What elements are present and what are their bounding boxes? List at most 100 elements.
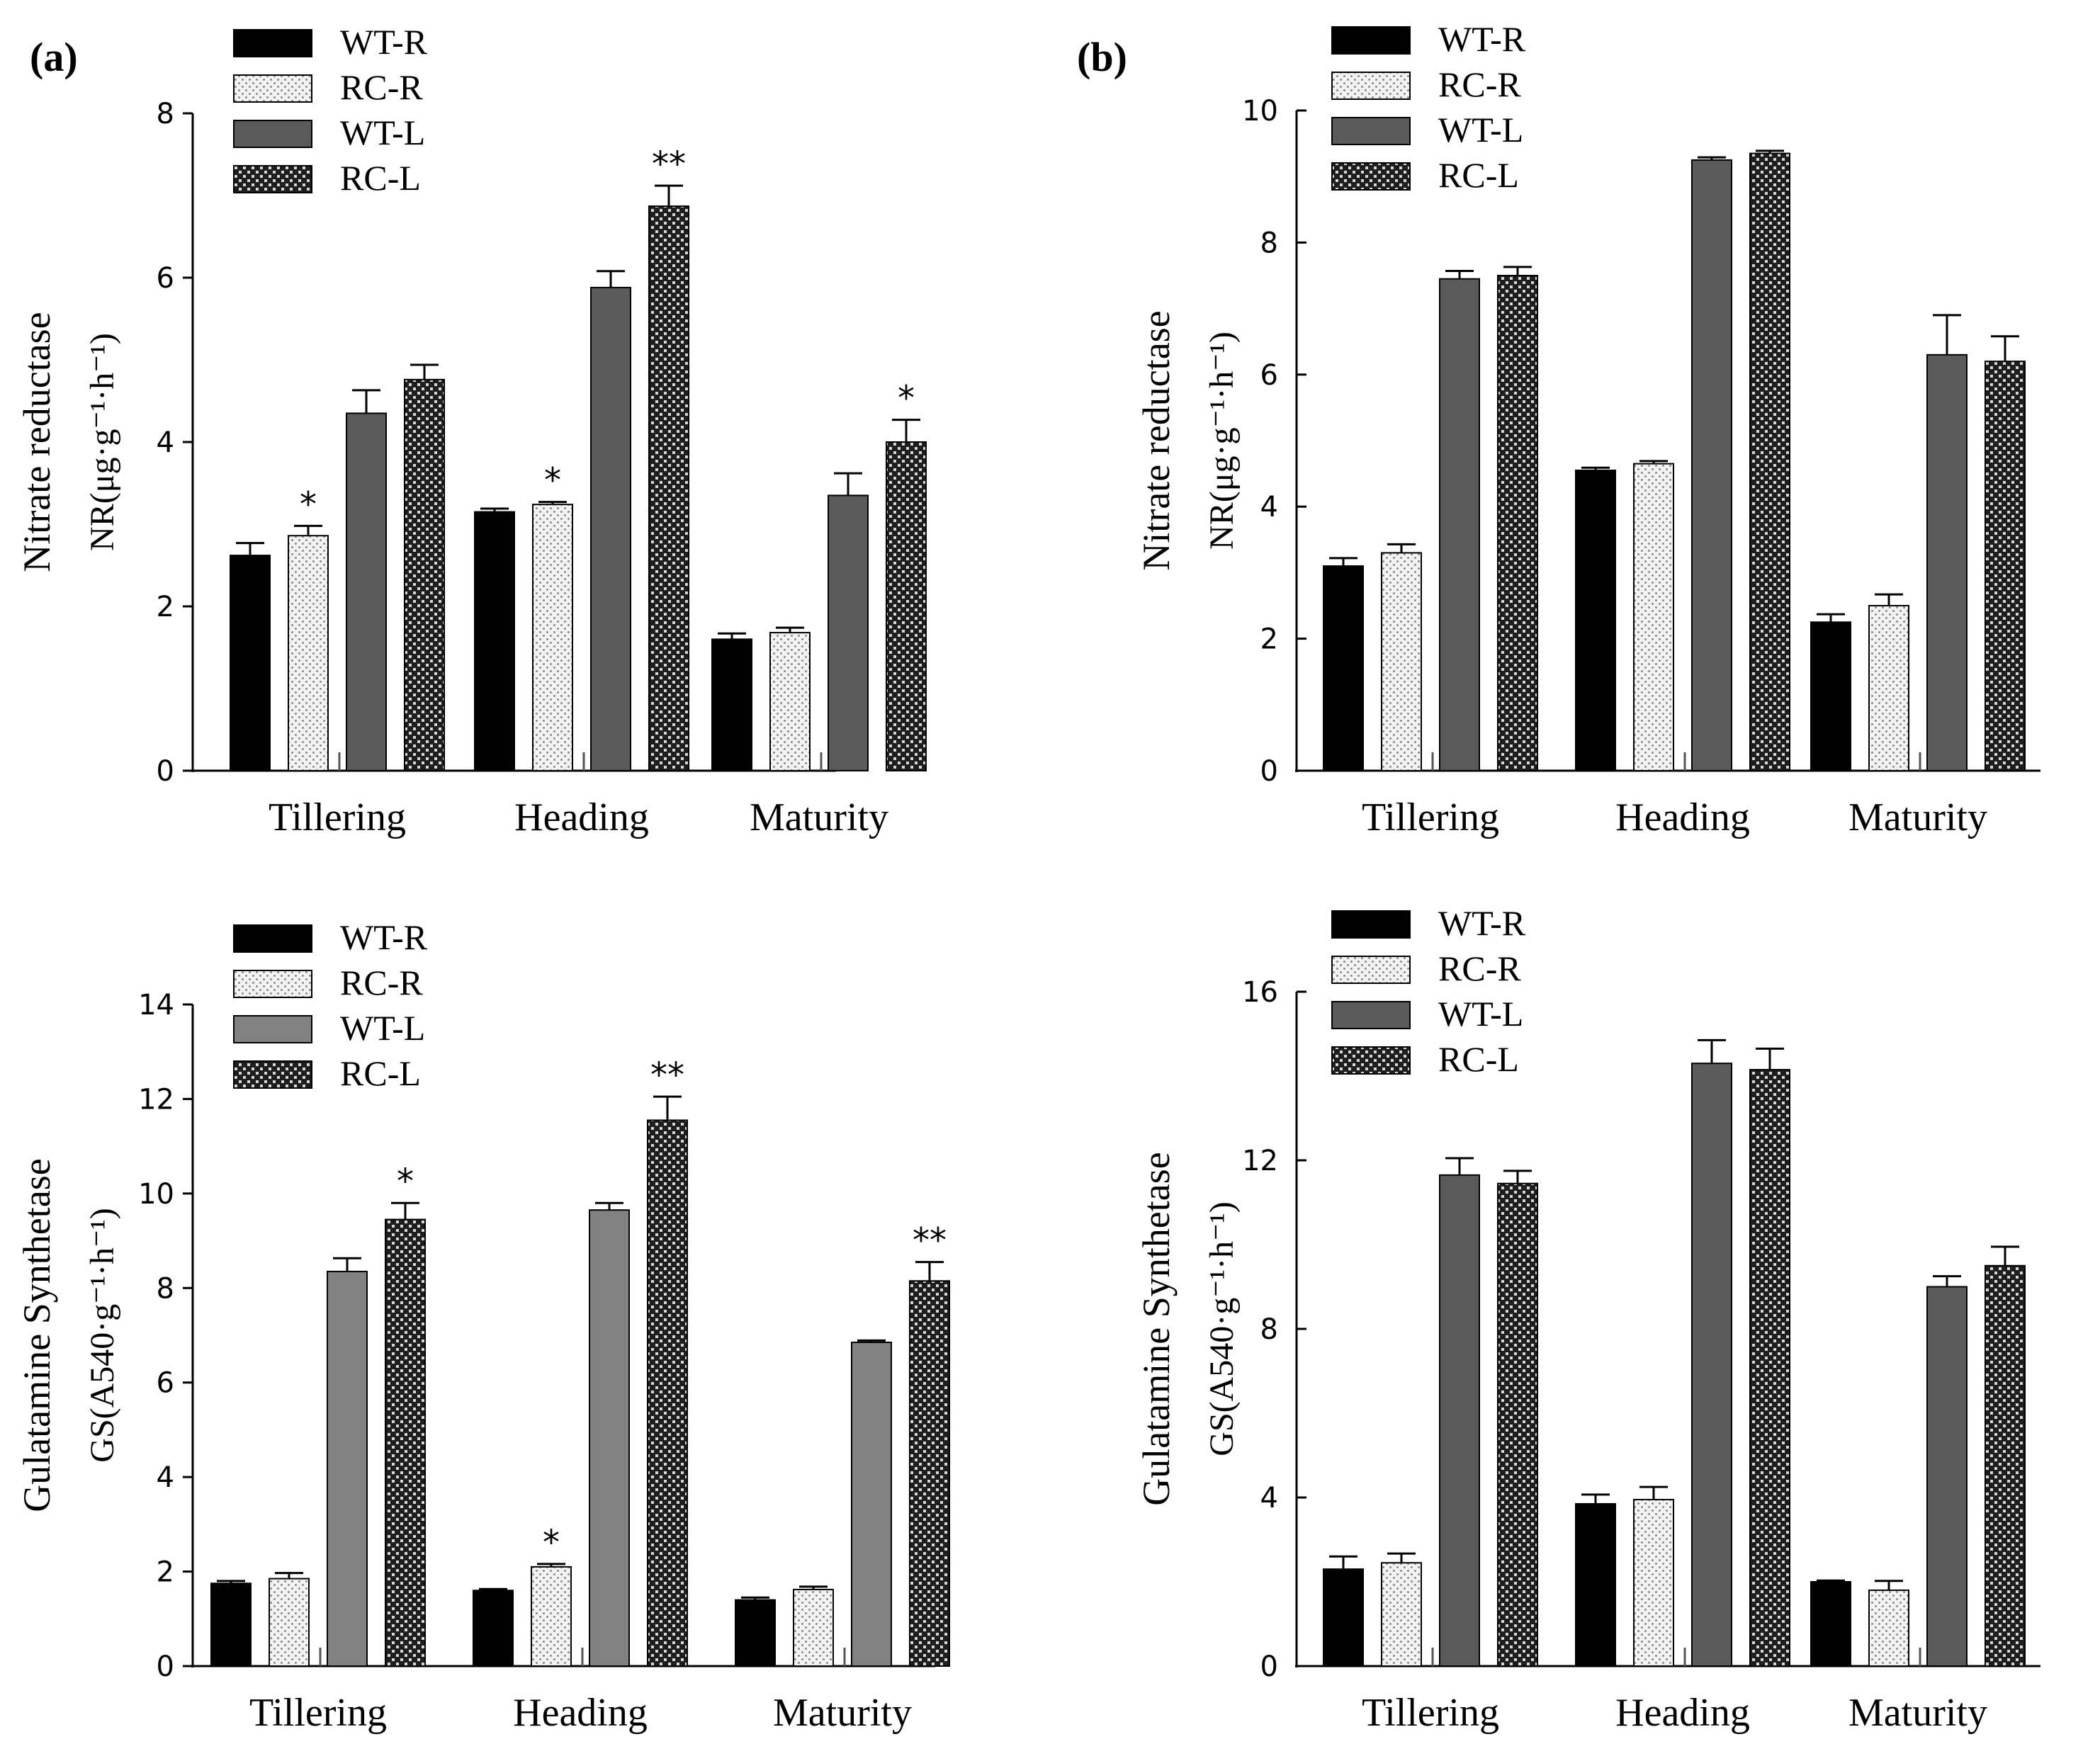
legend-label-rc-r: RC-R: [340, 963, 423, 1002]
bar-wt-r-tillering: [230, 555, 271, 772]
legend-swatch-rc-r: [233, 74, 312, 103]
chart-3: 0 2 4 6 8 10 12 14 Gulatamine Synthetase GS(A540·…: [16, 917, 950, 1735]
bar-rc-l-tillering: [1497, 275, 1538, 771]
bar-wt-r-maturity: [735, 1599, 776, 1667]
bar-rc-l-maturity: [1985, 361, 2026, 772]
y-tick-label: 8: [157, 1272, 174, 1305]
charts-container: 0 2 4 6 8 Nitrate reductase NR(μg·g⁻¹·h⁻¹) * Til…: [16, 19, 2040, 1735]
legend-swatch-rc-r: [233, 970, 312, 998]
bar-wt-r-tillering: [1323, 565, 1364, 772]
y-tick-label: 16: [1242, 976, 1278, 1009]
y-tick-label: 12: [1242, 1145, 1278, 1177]
y-tick-label: 14: [138, 989, 174, 1021]
legend-swatch-wt-l: [1331, 117, 1411, 145]
legend-swatch-wt-l: [1331, 1001, 1411, 1029]
y-tick-label: 8: [1260, 227, 1278, 259]
y-tick-label: 12: [138, 1083, 174, 1116]
bar-wt-l-heading: [1691, 1063, 1732, 1667]
bar-wt-r-maturity: [1810, 621, 1851, 771]
bar-rc-r-tillering: [288, 535, 329, 771]
y-tick-label: 6: [157, 262, 174, 295]
y-tick-label: 4: [157, 426, 174, 459]
significance-mark: **: [650, 1055, 684, 1095]
bar-rc-l-maturity: [1985, 1264, 2026, 1667]
x-tick-label: Tillering: [269, 795, 406, 839]
y-axis-label: Nitrate reductase: [16, 312, 58, 572]
y-tick-label: 2: [157, 591, 174, 623]
legend-swatch-rc-l: [1331, 1046, 1411, 1075]
bar-rc-r-heading: [531, 1565, 572, 1667]
legend-label-wt-l: WT-L: [1438, 994, 1523, 1034]
bar-rc-l-tillering: [1497, 1182, 1538, 1667]
legend-label-wt-r: WT-R: [340, 917, 428, 957]
bar-rc-l-maturity: [909, 1280, 950, 1667]
legend-swatch-wt-r: [1331, 26, 1411, 55]
legend-swatch-rc-r: [1331, 956, 1411, 984]
significance-mark: **: [913, 1221, 947, 1261]
legend-label-rc-l: RC-L: [1438, 1039, 1519, 1079]
legend-label-rc-r: RC-R: [1438, 64, 1521, 104]
x-tick-label: Maturity: [773, 1691, 912, 1735]
x-tick-label: Heading: [1615, 795, 1750, 839]
bar-wt-l-maturity: [851, 1342, 892, 1667]
y-tick-label: 4: [1260, 491, 1278, 523]
bar-wt-l-heading: [590, 286, 631, 772]
bar-rc-r-tillering: [1381, 552, 1422, 771]
legend-swatch-rc-r: [1331, 72, 1411, 100]
bar-wt-l-maturity: [1926, 1286, 1968, 1667]
significance-mark: *: [397, 1162, 414, 1201]
legend-swatch-rc-l: [233, 1060, 312, 1089]
bar-rc-r-maturity: [1868, 1589, 1909, 1667]
legend-label-wt-l: WT-L: [1438, 110, 1523, 149]
legend-label-rc-r: RC-R: [340, 67, 423, 107]
y-tick-label: 0: [1260, 1650, 1278, 1683]
y-tick-label: 8: [157, 98, 174, 130]
bar-wt-r-maturity: [1810, 1581, 1851, 1667]
x-tick-label: Tillering: [1362, 1691, 1499, 1735]
legend-swatch-rc-l: [1331, 162, 1411, 191]
bar-wt-r-heading: [1575, 1502, 1616, 1667]
y-tick-label: 0: [157, 755, 174, 788]
legend-label-wt-l: WT-L: [340, 1008, 425, 1048]
significance-mark: *: [300, 485, 317, 524]
bar-wt-l-heading: [589, 1209, 630, 1667]
y-axis-sublabel: NR(μg·g⁻¹·h⁻¹): [1203, 332, 1241, 550]
chart-2: 0 2 4 6 8 10 Nitrate reductase NR(μg·g⁻¹·h⁻¹) Ti…: [1135, 19, 2040, 839]
y-tick-label: 10: [138, 1178, 174, 1211]
significance-mark: *: [544, 461, 561, 501]
bar-wt-l-tillering: [346, 412, 387, 772]
bar-rc-l-heading: [647, 1119, 688, 1667]
y-tick-label: 10: [1242, 95, 1278, 128]
significance-mark: **: [652, 145, 686, 184]
bar-rc-r-maturity: [1868, 605, 1909, 771]
x-tick-label: Maturity: [1848, 795, 1987, 839]
bar-wt-l-tillering: [1439, 1174, 1480, 1667]
y-tick-label: 4: [157, 1461, 174, 1494]
significance-mark: *: [898, 379, 915, 419]
bar-wt-l-tillering: [327, 1270, 368, 1667]
legend-label-wt-r: WT-R: [1438, 19, 1526, 59]
x-tick-label: Tillering: [1362, 795, 1499, 839]
panel-label-a: (a): [30, 34, 78, 80]
bar-rc-r-heading: [1633, 463, 1674, 771]
bar-rc-r-maturity: [793, 1588, 834, 1667]
x-tick-label: Maturity: [750, 795, 888, 839]
chart-4: 0 4 8 12 16 Gulatamine Synthetase GS(A540·g⁻¹·…: [1135, 903, 2040, 1735]
legend-swatch-wt-r: [233, 924, 312, 953]
bar-rc-l-tillering: [404, 378, 445, 771]
y-tick-label: 8: [1260, 1313, 1278, 1346]
bar-wt-l-heading: [1691, 159, 1732, 771]
y-axis-sublabel: GS(A540·g⁻¹·h⁻¹): [1203, 1201, 1241, 1456]
y-tick-label: 4: [1260, 1482, 1278, 1514]
legend-label-rc-l: RC-L: [340, 158, 421, 198]
y-tick-label: 0: [1260, 755, 1278, 788]
legend-swatch-rc-l: [233, 165, 312, 193]
y-axis-sublabel: GS(A540·g⁻¹·h⁻¹): [84, 1208, 121, 1462]
bar-wt-l-maturity: [1926, 353, 1968, 771]
x-tick-label: Tillering: [249, 1691, 387, 1735]
legend-label-wt-l: WT-L: [340, 113, 425, 152]
y-axis-label: Gulatamine Synthetase: [16, 1158, 58, 1512]
bar-wt-r-tillering: [1323, 1568, 1364, 1667]
legend-swatch-wt-l: [233, 1015, 312, 1043]
